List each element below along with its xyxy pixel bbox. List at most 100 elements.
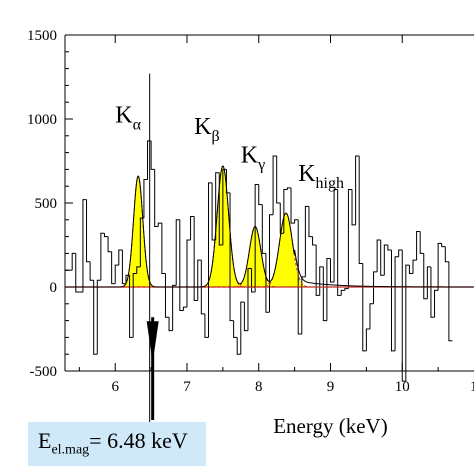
- x-tick-label: 7: [183, 379, 191, 395]
- histogram-bin: [93, 280, 98, 355]
- y-tick-label: 0: [50, 280, 58, 296]
- histogram-bin: [75, 253, 80, 293]
- histogram-bin: [261, 204, 266, 254]
- axes: [64, 34, 474, 372]
- histogram-bin: [315, 245, 320, 296]
- histogram-bin: [172, 284, 177, 331]
- histogram-bin: [211, 182, 216, 241]
- histogram-bin: [154, 169, 159, 228]
- histogram-bin: [164, 273, 170, 318]
- x-tick-label: 8: [255, 379, 263, 395]
- histogram-bin: [190, 215, 195, 240]
- histogram-bin: [340, 289, 345, 296]
- x-tick-label: 1: [470, 379, 474, 395]
- histogram-bin: [369, 303, 374, 329]
- histogram-bin: [197, 259, 202, 301]
- peak-label-high: Khigh: [298, 161, 344, 192]
- annotation-rest: = 6.48 keV: [89, 428, 188, 453]
- histogram-bin: [434, 289, 439, 318]
- histogram-bin: [380, 239, 385, 276]
- histogram-bin: [333, 189, 338, 282]
- histogram-bin: [344, 288, 349, 291]
- histogram-bin: [157, 222, 162, 227]
- histogram-bin: [405, 264, 410, 382]
- histogram-bin: [236, 337, 241, 355]
- annotation-main: E: [38, 428, 52, 453]
- histogram-bin: [312, 236, 317, 246]
- histogram-bin: [204, 313, 209, 338]
- histogram-bin: [96, 279, 101, 355]
- annotation-sub: el.mag: [51, 442, 90, 458]
- histogram-bin: [319, 266, 324, 296]
- histogram-bin: [426, 266, 431, 299]
- histogram-bin: [208, 182, 213, 338]
- histogram-bin: [272, 155, 277, 215]
- histogram-bin: [121, 250, 126, 285]
- histogram-bin: [355, 155, 360, 225]
- histogram-bin: [89, 261, 94, 281]
- total-fit-line: [65, 165, 474, 288]
- histogram-bin: [326, 257, 331, 321]
- histogram-bin: [64, 269, 69, 287]
- histogram-bin: [401, 250, 406, 382]
- histogram-bin: [337, 189, 342, 296]
- histogram-bin: [276, 155, 281, 204]
- histogram-bin: [390, 250, 396, 352]
- histogram-bin: [383, 244, 388, 276]
- histogram-bin: [129, 275, 134, 338]
- histogram-bin: [258, 184, 263, 206]
- histogram-bin: [175, 219, 180, 286]
- histogram-bin: [182, 306, 187, 311]
- histogram-bin: [416, 231, 421, 261]
- peak-label-γ: Kγ: [241, 143, 265, 174]
- histogram-bin: [373, 271, 378, 304]
- histogram-bin: [294, 219, 299, 224]
- histogram-bin: [408, 265, 414, 275]
- histogram-bin: [269, 214, 274, 313]
- histogram-bin: [71, 252, 76, 271]
- histogram-bin: [136, 266, 141, 274]
- x-axis-label: Energy (keV): [273, 414, 388, 438]
- ticks: -500 0 500 1000 1500 6 7 8 9 10 1: [27, 28, 474, 395]
- x-tick-label: 10: [395, 379, 410, 395]
- total-fit: [65, 165, 474, 288]
- annotation-text: Eel.mag= 6.48 keV: [38, 428, 188, 458]
- histogram-bin: [365, 328, 370, 351]
- histogram-bin: [304, 205, 309, 277]
- peak-label-α: Kα: [115, 102, 141, 133]
- histogram-bin: [103, 233, 109, 238]
- histogram-bin: [419, 231, 424, 254]
- histogram-bin: [168, 317, 173, 332]
- histogram-bin: [286, 187, 292, 190]
- histogram-bin: [351, 189, 356, 226]
- histogram-bin: [358, 155, 363, 264]
- histogram-bin: [394, 256, 399, 351]
- histogram-bin: [322, 266, 327, 322]
- histogram-bin: [243, 302, 248, 332]
- histogram-bin: [265, 253, 270, 313]
- histogram-bin: [308, 206, 313, 238]
- histogram-bin: [107, 236, 112, 253]
- histogram-bin: [150, 140, 155, 170]
- histogram-bin: [100, 232, 105, 281]
- peak-fill-alpha: [119, 176, 157, 287]
- marker-line: [146, 73, 159, 422]
- histogram-bin: [251, 268, 256, 293]
- histogram-bin: [161, 223, 166, 275]
- histogram-bin: [297, 219, 302, 335]
- histogram-bin: [200, 260, 205, 315]
- histogram-bin: [290, 187, 295, 224]
- histogram-bin: [279, 203, 284, 234]
- peak-labels: Kα Kβ Kγ Khigh: [115, 102, 344, 192]
- histogram-bin: [412, 259, 417, 274]
- peak-label-β: Kβ: [194, 114, 219, 145]
- histogram-bin: [376, 239, 381, 272]
- annotation-box: [28, 422, 206, 466]
- histogram-bin: [222, 168, 227, 245]
- histogram-bin: [444, 246, 449, 263]
- histogram-bin: [387, 245, 392, 251]
- histogram-bin: [111, 251, 116, 285]
- histogram-bin: [132, 273, 137, 338]
- histogram-bin: [215, 172, 220, 240]
